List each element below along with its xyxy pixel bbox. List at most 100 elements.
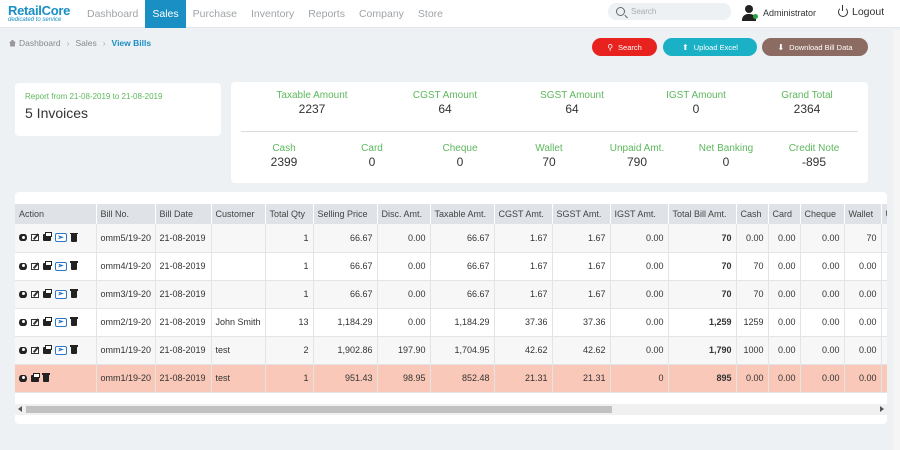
eye-icon[interactable] [19, 234, 27, 242]
column-header[interactable]: IGST Amt. [610, 204, 669, 224]
cell-cgst: 42.62 [494, 336, 553, 365]
brand-logo[interactable]: RetailCore dedicated to service [0, 4, 80, 23]
total-label: Cheque [442, 143, 478, 154]
search-input[interactable]: Search [608, 3, 731, 20]
logout-button[interactable]: Logout [838, 5, 884, 18]
download-icon: ⬇ [777, 42, 785, 52]
column-header[interactable]: Cheque [800, 204, 845, 224]
nav-dashboard[interactable]: Dashboard [87, 7, 139, 20]
power-icon [838, 5, 848, 17]
edit-icon[interactable] [31, 346, 39, 354]
total-label: Wallet [535, 143, 563, 154]
cell-cgst: 1.67 [494, 252, 553, 281]
print-icon[interactable] [43, 344, 52, 354]
print-icon[interactable] [31, 372, 40, 382]
print-icon[interactable] [43, 316, 52, 326]
cell-sgst: 1.67 [552, 252, 611, 281]
eye-icon[interactable] [19, 262, 27, 270]
total-grand: Grand Total 2364 [757, 90, 857, 116]
cell-igst: 0.00 [610, 308, 669, 337]
upload-excel-button[interactable]: ⬆ Upload Excel [663, 38, 757, 56]
trash-icon[interactable] [70, 345, 78, 354]
nav-company[interactable]: Company [358, 7, 404, 20]
print-icon[interactable] [43, 288, 52, 298]
vertical-scrollbar[interactable] [893, 30, 900, 450]
download-bill-data-button[interactable]: ⬇ Download Bill Data [762, 38, 868, 56]
column-header[interactable]: Customer [211, 204, 266, 224]
cell-wallet: 0.00 [844, 308, 882, 337]
action-cell [15, 364, 97, 393]
send-icon[interactable] [55, 233, 67, 243]
column-header[interactable]: CGST Amt. [494, 204, 553, 224]
cell-cgst: 21.31 [494, 364, 553, 393]
nav-reports[interactable]: Reports [308, 7, 345, 20]
report-range: Report from 21-08-2019 to 21-08-2019 [25, 92, 163, 101]
send-icon[interactable] [55, 317, 67, 327]
user-menu[interactable]: Administrator [742, 5, 816, 21]
scroll-left-icon[interactable] [18, 406, 22, 412]
edit-icon[interactable] [31, 234, 39, 242]
column-header[interactable]: U [881, 204, 887, 224]
cell-unpaid [881, 280, 887, 309]
bills-table-scroll[interactable]: Action Bill No. Bill Date Customer Total… [15, 204, 887, 401]
breadcrumb-dashboard[interactable]: Dashboard [19, 38, 61, 48]
table-row[interactable]: omm4/19-20 21-08-2019 1 66.67 0.00 66.67 1.67 1… [15, 252, 887, 281]
column-header[interactable]: Card [768, 204, 801, 224]
column-header[interactable]: Total Bill Amt. [668, 204, 737, 224]
cell-taxable: 66.67 [430, 224, 495, 253]
eye-icon[interactable] [19, 346, 27, 354]
trash-icon[interactable] [70, 289, 78, 298]
trash-icon[interactable] [42, 373, 50, 382]
nav-sales[interactable]: Sales [145, 0, 186, 28]
print-icon[interactable] [43, 260, 52, 270]
eye-icon[interactable] [19, 290, 27, 298]
total-sgst: SGST Amount 64 [522, 90, 622, 116]
table-row[interactable]: omm2/19-20 21-08-2019 John Smith 13 1,184.29… [15, 308, 887, 337]
column-header[interactable]: Action [15, 204, 97, 224]
cell-total: 895 [668, 364, 737, 393]
send-icon[interactable] [55, 261, 67, 271]
column-header[interactable]: Taxable Amt. [430, 204, 495, 224]
scrollbar-thumb[interactable] [26, 406, 612, 413]
cell-customer [211, 280, 266, 309]
total-value: 0 [456, 155, 464, 169]
cell-bill: omm5/19-20 [96, 224, 156, 253]
column-header[interactable]: Bill Date [155, 204, 212, 224]
trash-icon[interactable] [70, 232, 78, 242]
nav-inventory[interactable]: Inventory [251, 7, 295, 20]
table-row[interactable]: omm5/19-20 21-08-2019 1 66.67 0.00 66.67 1.67 1… [15, 224, 887, 253]
search-button[interactable]: ⚲ Search [592, 38, 657, 56]
cell-card: 0.00 [768, 280, 801, 309]
trash-icon[interactable] [70, 261, 78, 270]
column-header[interactable]: Cash [736, 204, 769, 224]
column-header[interactable]: Selling Price [313, 204, 378, 224]
table-row[interactable]: omm1/19-20 21-08-2019 test 2 1,902.86 197.90 1… [15, 336, 887, 365]
send-icon[interactable] [55, 345, 67, 355]
column-header[interactable]: Total Qty [265, 204, 314, 224]
nav-purchase[interactable]: Purchase [192, 7, 237, 20]
total-cash: Cash 2399 [234, 143, 334, 169]
eye-icon[interactable] [19, 374, 27, 382]
table-row[interactable]: omm3/19-20 21-08-2019 1 66.67 0.00 66.67 1.67 1… [15, 280, 887, 309]
total-label: Net Banking [698, 143, 754, 154]
edit-icon[interactable] [31, 290, 39, 298]
breadcrumb: Dashboard › Sales › View Bills [9, 38, 151, 48]
scroll-right-icon[interactable] [880, 406, 884, 412]
send-icon[interactable] [55, 289, 67, 299]
breadcrumb-sales[interactable]: Sales [75, 38, 97, 48]
column-header[interactable]: SGST Amt. [552, 204, 611, 224]
horizontal-scrollbar[interactable] [15, 404, 887, 415]
nav-store[interactable]: Store [417, 7, 444, 20]
cell-qty: 1 [265, 252, 314, 281]
edit-icon[interactable] [31, 318, 39, 326]
column-header[interactable]: Wallet [844, 204, 882, 224]
table-row[interactable]: omm1/19-20 21-08-2019 test 1 951.43 98.95 852.… [15, 364, 887, 393]
cell-igst: 0.00 [610, 224, 669, 253]
column-header[interactable]: Bill No. [96, 204, 156, 224]
print-icon[interactable] [43, 232, 52, 242]
column-header[interactable]: Disc. Amt. [377, 204, 431, 224]
trash-icon[interactable] [70, 317, 78, 326]
total-label: Card [361, 143, 383, 154]
eye-icon[interactable] [19, 318, 27, 326]
edit-icon[interactable] [31, 262, 39, 270]
